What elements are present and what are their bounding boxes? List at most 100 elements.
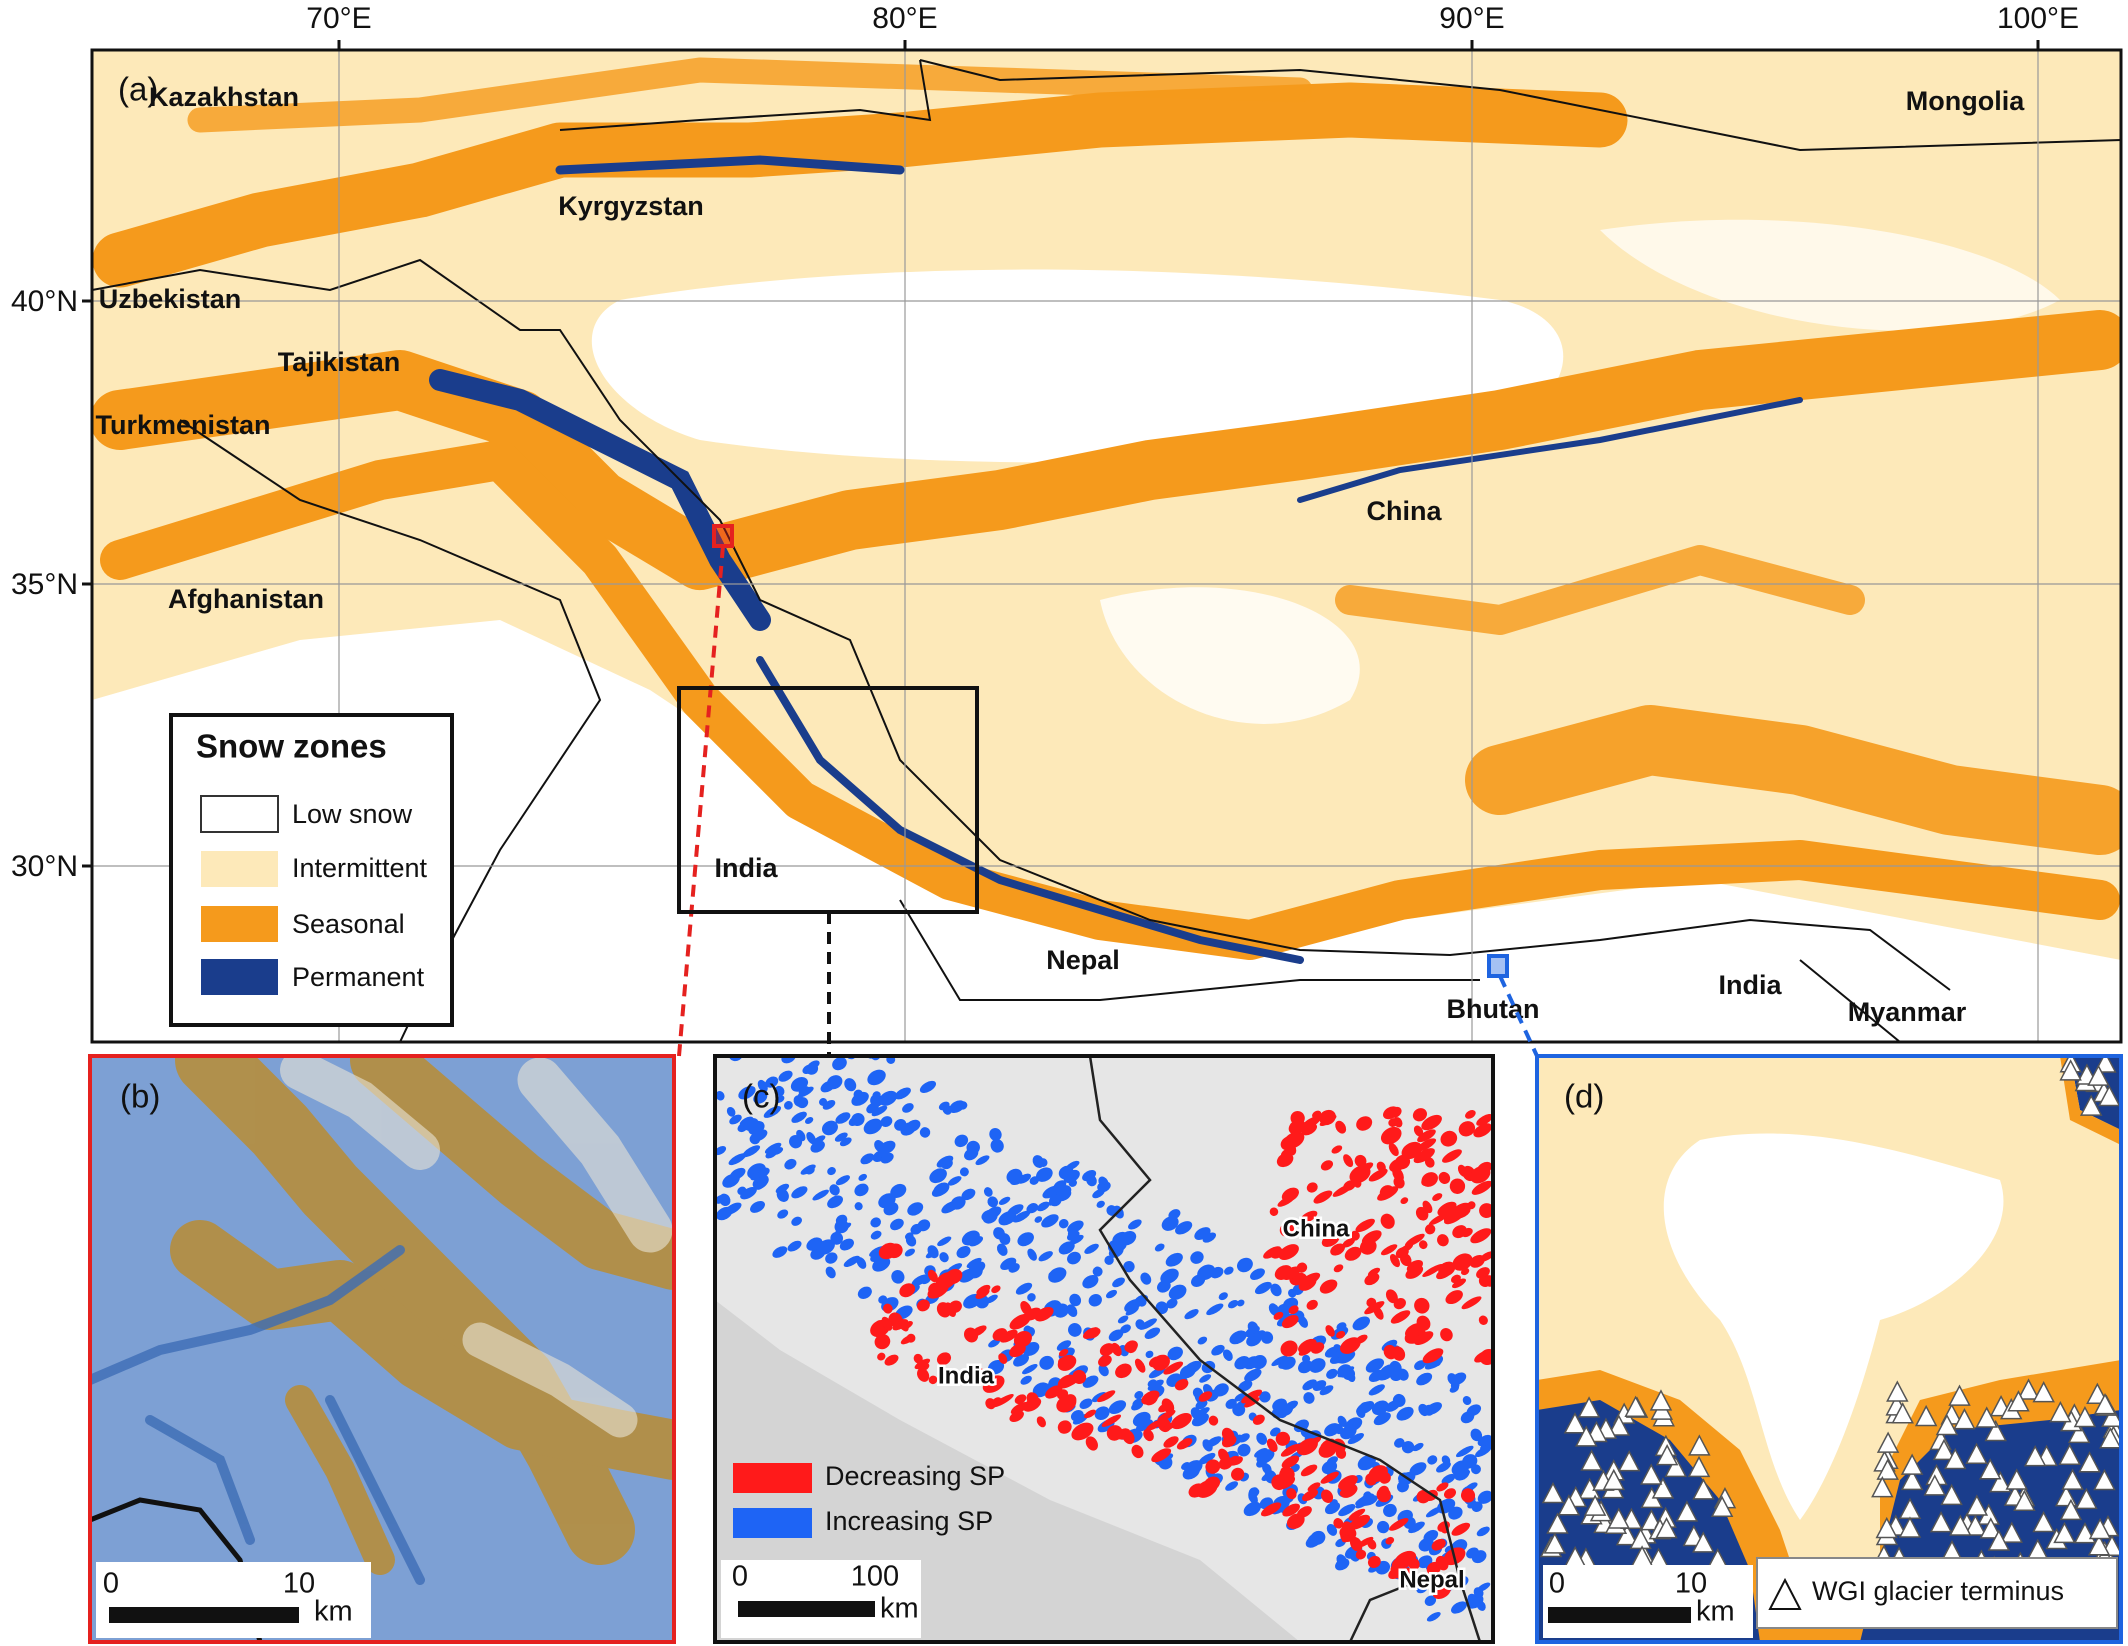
glacier-terminus	[1583, 1494, 1607, 1516]
sp-patch	[1062, 1394, 1077, 1407]
glacier-terminus	[2079, 1094, 2103, 1116]
sp-patch	[1335, 1558, 1350, 1571]
sp-patch	[1288, 1305, 1299, 1315]
sp-patch	[1355, 1549, 1367, 1560]
sp-patch	[1476, 1526, 1490, 1537]
glacier-terminus	[2088, 1517, 2112, 1540]
sp-patch	[1431, 1538, 1446, 1551]
sp-patch	[1333, 1264, 1344, 1273]
sp-patch	[1336, 1322, 1347, 1332]
sp-patch	[1108, 1400, 1127, 1414]
sp-patch	[1447, 1373, 1458, 1386]
sp-patch	[1140, 1272, 1152, 1285]
sp-patch	[1461, 1296, 1482, 1310]
sp-patch	[1092, 1266, 1103, 1277]
sp-patch	[949, 1100, 965, 1114]
glacier-terminus	[1639, 1463, 1663, 1485]
sp-patch	[1131, 1444, 1144, 1459]
scale-bar	[1548, 1607, 1691, 1623]
scale-unit: km	[880, 1593, 919, 1625]
glacier-terminus	[1929, 1511, 1953, 1533]
sp-patch	[1231, 1456, 1243, 1466]
sp-patch	[1175, 1221, 1193, 1235]
sp-patch	[1154, 1243, 1165, 1252]
sp-patch	[1092, 1188, 1105, 1199]
glacier-terminus	[2005, 1468, 2028, 1490]
sp-patch	[1224, 1266, 1234, 1275]
sp-patch	[1135, 1319, 1146, 1330]
glacier-terminus	[1563, 1412, 1587, 1434]
sp-patch	[1269, 1246, 1283, 1259]
sp-patch	[1476, 1582, 1491, 1592]
sp-patch	[1123, 1260, 1135, 1273]
glacier-terminus	[2101, 1405, 2121, 1428]
glacier-terminus	[1871, 1476, 1894, 1498]
sp-patch	[1202, 1232, 1217, 1243]
sp-patch	[878, 1242, 898, 1260]
glacier-terminus	[1664, 1455, 1687, 1478]
sp-patch	[870, 1230, 882, 1240]
glacier-terminus	[2073, 1405, 2097, 1428]
sp-patch	[1269, 1207, 1279, 1216]
sp-patch	[1266, 1438, 1278, 1452]
sp-patch	[1276, 1152, 1294, 1168]
sp-patch	[1252, 1414, 1265, 1425]
glacier-terminus	[2078, 1451, 2101, 1473]
sp-patch	[1147, 1379, 1164, 1391]
glacier-terminus	[2093, 1468, 2116, 1491]
sp-patch	[784, 1101, 793, 1110]
glacier-terminus	[1891, 1402, 1914, 1424]
sp-patch	[1029, 1176, 1039, 1185]
sp-patch	[1347, 1433, 1364, 1445]
sp-patch	[1160, 1268, 1179, 1284]
glacier-terminus	[1546, 1512, 1569, 1534]
sp-patch	[775, 1095, 785, 1103]
sp-patch	[806, 1237, 823, 1251]
sp-patch	[858, 1173, 867, 1181]
sp-patch	[992, 1328, 1008, 1341]
panel-b-frame	[88, 1054, 676, 1644]
sp-patch	[1254, 1281, 1272, 1295]
sp-patch	[927, 1269, 938, 1283]
scale-tick: 10	[1675, 1568, 1707, 1600]
sp-patch	[939, 1252, 949, 1263]
glacier-terminus	[2013, 1489, 2036, 1512]
sp-patch	[1071, 1422, 1094, 1441]
sp-patch	[1243, 1501, 1262, 1517]
glacier-terminus	[2094, 1056, 2117, 1073]
sp-patch	[1281, 1315, 1299, 1329]
sp-patch	[758, 1167, 770, 1177]
sp-patch	[904, 1248, 916, 1257]
sp-patch	[917, 1219, 931, 1232]
glacier-terminus	[1940, 1483, 1963, 1506]
legend-swatch	[733, 1508, 812, 1538]
sp-patch	[775, 1183, 790, 1194]
panel-c-map	[715, 1056, 1493, 1642]
sp-patch	[1421, 1114, 1442, 1131]
sp-patch	[1205, 1436, 1222, 1448]
sp-patch	[1259, 1391, 1271, 1403]
sp-patch	[1475, 1445, 1492, 1458]
sp-patch	[791, 1216, 802, 1226]
sp-patch	[1393, 1176, 1405, 1189]
sp-patch	[1146, 1419, 1163, 1431]
sp-patch	[1469, 1255, 1485, 1268]
sp-patch	[914, 1358, 931, 1370]
glacier-terminus	[1886, 1380, 1909, 1402]
sp-patch	[1072, 1369, 1087, 1384]
glacier-terminus	[1876, 1458, 1899, 1480]
sp-patch	[1388, 1142, 1399, 1157]
sp-patch	[991, 1285, 1001, 1294]
sp-patch	[1474, 1350, 1492, 1363]
sp-patch	[1330, 1243, 1345, 1256]
sp-patch	[856, 1257, 867, 1269]
sp-patch	[796, 1129, 806, 1142]
sp-patch	[1270, 1283, 1282, 1297]
glacier-terminus	[1898, 1516, 1922, 1538]
sp-patch	[961, 1230, 980, 1246]
sp-patch	[1441, 1455, 1451, 1465]
sp-patch	[1355, 1218, 1375, 1233]
sp-patch	[851, 1091, 869, 1106]
sp-patch	[1357, 1536, 1374, 1548]
place-label: Nepal	[1046, 945, 1120, 975]
